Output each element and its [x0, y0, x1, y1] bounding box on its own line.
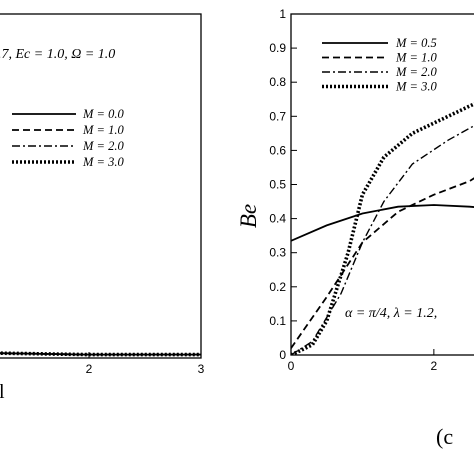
y-tick-label-10: 0.9: [269, 41, 286, 55]
panel-label: (c: [436, 424, 453, 449]
legend-label-1: M = 0.5: [395, 36, 437, 50]
right-annotation: α = π/4, λ = 1.2,: [345, 306, 437, 321]
left-plot-frame: [0, 13, 202, 359]
legend-label-4: M = 3.0: [395, 80, 437, 94]
y-tick-label-7: 0.6: [269, 143, 286, 157]
x-tick-label-2: 2: [431, 359, 438, 373]
legend-label-1: M = 0.0: [82, 107, 124, 121]
series-line-1: [291, 204, 474, 242]
legend-label-2: M = 1.0: [395, 51, 437, 65]
series-line-2: [291, 177, 474, 349]
legend-label-3: M = 2.0: [395, 65, 437, 79]
right-y-axis-label: Be: [236, 204, 261, 228]
left-legend: M = 0.0 M = 1.0 M = 2.0 M = 3.0: [12, 107, 124, 169]
y-tick-label-5: 0.4: [269, 212, 286, 226]
right-series-group: [291, 101, 474, 355]
legend-label-4: M = 3.0: [82, 155, 124, 169]
y-tick-label-11: 1: [279, 7, 286, 21]
left-xlabel-fragment: l: [0, 381, 5, 403]
series-line-4: [0, 351, 201, 357]
right-legend: M = 0.5M = 1.0M = 2.0M = 3.0: [322, 36, 437, 94]
y-tick-label-3: 0.2: [269, 280, 286, 294]
right-plot-frame: [290, 13, 474, 356]
x-tick-label-1: 2: [86, 362, 93, 376]
legend-label-3: M = 2.0: [82, 139, 124, 153]
x-tick-label-1: 0: [288, 359, 295, 373]
right-panel: 0 200.10.20.30.40.50.60.70.80.91 M = 0.5M…: [236, 7, 474, 449]
y-tick-label-9: 0.8: [269, 75, 286, 89]
series-line-4: [291, 101, 474, 355]
y-tick-label-4: 0.3: [269, 246, 286, 260]
y-tick-label-8: 0.7: [269, 109, 286, 123]
y-tick-label-1: 0: [279, 348, 286, 362]
left-series-group: [0, 351, 201, 357]
x-tick-label-2: 3: [198, 362, 205, 376]
legend-label-2: M = 1.0: [82, 123, 124, 137]
series-line-3: [291, 124, 474, 355]
y-tick-label-6: 0.5: [269, 178, 286, 192]
left-annotation: .7, Ec = 1.0, Ω = 1.0: [0, 47, 115, 62]
y-tick-label-2: 0.1: [269, 314, 286, 328]
right-axis-ticks: 0 2 0 0.1 0.2 0.3 0.4 0.5 0.6 0.7 0.8 0.9 1: [269, 7, 437, 373]
